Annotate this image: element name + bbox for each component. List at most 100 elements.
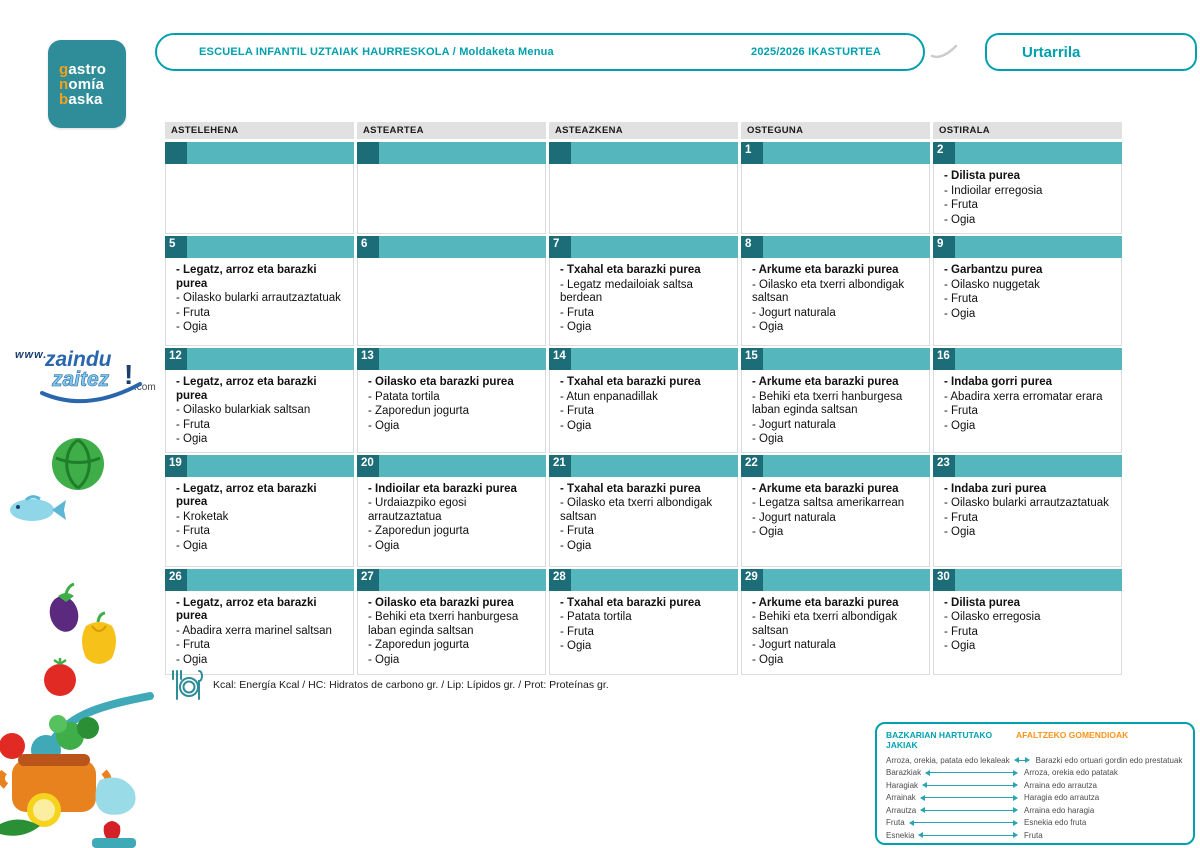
logo-line: nomía: [59, 75, 105, 93]
menu-cell: - Arkume eta barazki purea - Oilasko eta …: [741, 258, 930, 346]
menu-cell: - Legatz, arroz eta barazki purea - Abadi…: [165, 590, 354, 675]
date-number: 20: [357, 454, 379, 477]
menu-item: - Fruta: [176, 418, 210, 431]
menu-item: - Oilasko eta barazki purea: [368, 376, 514, 388]
date-number: [549, 142, 571, 164]
menu-item: - Oilasko eta txerri albondigak saltsan: [752, 278, 905, 305]
menu-item: - Arkume eta barazki purea: [752, 596, 899, 609]
menu-item: - Behiki eta txerri albondigak saltsan: [752, 611, 898, 637]
double-arrow-icon: [920, 807, 1018, 814]
menu-cell: - Legatz, arroz eta barazki purea - Oilas…: [165, 258, 354, 346]
menu-item: - Ogia: [944, 307, 976, 320]
date-number: 22: [741, 454, 763, 477]
month-banner: Urtarrila: [985, 33, 1197, 71]
menu-item: - Ogia: [176, 433, 208, 445]
menu-item: - Ogia: [560, 419, 592, 432]
double-arrow-icon: [919, 794, 1019, 801]
website-link[interactable]: www.gastronomiabaska.com: [886, 847, 1189, 848]
date-cell: 27: [357, 568, 546, 591]
date-cell: 22: [741, 454, 930, 477]
menu-item: - Legatz, arroz eta barazki purea: [176, 596, 317, 623]
menu-cell: [357, 258, 546, 346]
menu-item: - Legatza saltsa amerikarrean: [752, 497, 905, 509]
lunch-item: Fruta: [886, 818, 905, 828]
menu-item: - Ogia: [368, 653, 400, 666]
dinner-item: Arroza, orekia edo patatak: [1024, 768, 1118, 778]
menu-cell: - Arkume eta barazki purea - Legatza salt…: [741, 476, 930, 567]
dinner-item: Arraina edo arrautza: [1024, 780, 1097, 790]
date-cell: 14: [549, 348, 738, 370]
menu-item: - Arkume eta barazki purea: [752, 264, 899, 276]
menu-item: - Txahal eta barazki purea: [560, 482, 701, 495]
date-bar: 19 20 21 22 23: [165, 454, 1122, 477]
date-cell: 26: [165, 568, 354, 591]
menu-cell: - Txahal eta barazki purea - Legatz medai…: [549, 258, 738, 346]
menu-item: - Legatz medailoiak saltsa berdean: [560, 278, 693, 305]
weekday-header: OSTEGUNA: [741, 122, 930, 139]
menu-item: - Ogia: [944, 526, 976, 538]
date-number: [357, 142, 379, 164]
menu-item: - Fruta: [944, 405, 978, 417]
date-cell: 16: [933, 348, 1122, 370]
menu-item: - Ogia: [752, 433, 784, 445]
zaindu-word1-text: zaindu: [44, 348, 112, 371]
lunch-item: Barazkiak: [886, 768, 922, 778]
double-arrow-icon: [908, 819, 1019, 826]
date-number: 5: [165, 236, 187, 258]
lunch-item: Arroza, orekia, patata edo lekaleak: [886, 755, 1010, 765]
swoosh-decoration-icon: [930, 44, 958, 59]
menu-item: - Fruta: [176, 639, 210, 651]
date-cell: [357, 142, 546, 164]
dinner-item: Esnekia edo fruta: [1024, 818, 1087, 828]
menu-cell: - Indioilar eta barazki purea - Urdaiazpi…: [357, 476, 546, 567]
double-arrow-icon: [918, 832, 1018, 839]
menu-item: - Ogia: [368, 419, 400, 432]
menu-row: - Dilista purea - Indioilar erregosia - Fr…: [165, 164, 1122, 234]
menu-cell: - Arkume eta barazki purea - Behiki eta t…: [741, 590, 930, 675]
menu-item: - Fruta: [176, 525, 210, 537]
date-number: 2: [933, 142, 955, 164]
zaindu-zaitez-logo[interactable]: www. zaindu zaitez ! .com: [12, 338, 162, 416]
date-number: 23: [933, 454, 955, 477]
menu-item: - Oilasko eta txerri albondigak saltsan: [560, 497, 713, 523]
zaindu-bang-text: !: [124, 359, 133, 390]
recommendations-headers: BAZKARIAN HARTUTAKO JAKIAK AFALTZEKO GOM…: [886, 730, 1184, 750]
date-bar: 5 6 7 8 9: [165, 236, 1122, 258]
dinner-item: Haragia edo arrautza: [1024, 793, 1100, 803]
menu-item: - Patata tortila: [560, 611, 632, 623]
menu-item: - Indioilar erregosia: [944, 184, 1043, 197]
date-bar: 12 13 14 15 16: [165, 348, 1122, 370]
menu-row: - Legatz, arroz eta barazki purea - Abadi…: [165, 590, 1122, 675]
recommendation-row: Fruta Esnekia edo fruta: [886, 817, 1184, 830]
date-cell: 28: [549, 568, 738, 591]
menu-cell: - Oilasko eta barazki purea - Behiki eta …: [357, 590, 546, 675]
menu-item: - Indaba gorri purea: [944, 376, 1052, 388]
menu-item: - Ogia: [560, 539, 592, 552]
lunch-column-header: BAZKARIAN HARTUTAKO JAKIAK: [886, 730, 993, 750]
date-bar: 26 27 28 29 30: [165, 568, 1122, 591]
menu-cell: - Dilista purea - Indioilar erregosia - Fr…: [933, 164, 1122, 234]
recommendation-row: Arrautza Arraina edo haragia: [886, 804, 1184, 817]
menu-calendar: ASTELEHENA ASTEARTEA ASTEAZKENA OSTEGUNA…: [165, 122, 1122, 675]
date-cell: 23: [933, 454, 1122, 477]
weekday-header: ASTEARTEA: [357, 122, 546, 139]
date-cell: 20: [357, 454, 546, 477]
menu-item: - Txahal eta barazki purea: [560, 376, 701, 388]
nutrition-legend: Kcal: Energía Kcal / HC: Hidratos de car…: [168, 668, 609, 702]
menu-item: - Jogurt naturala: [752, 306, 836, 319]
fish-illustration-icon: [10, 495, 66, 521]
menu-item: - Ogia: [752, 653, 784, 666]
tomato-illustration-icon: [44, 658, 76, 696]
date-cell: 29: [741, 568, 930, 591]
menu-item: - Oilasko bularkiak saltsan: [176, 404, 311, 416]
menu-item: - Behiki eta txerri hanburgesa laban egi…: [368, 611, 519, 637]
date-number: 15: [741, 348, 763, 370]
date-cell: 5: [165, 236, 354, 258]
menu-cell: - Oilasko eta barazki purea - Patata tort…: [357, 370, 546, 453]
logo-line: gastro: [59, 60, 107, 78]
date-cell: 9: [933, 236, 1122, 258]
menu-item: - Indioilar eta barazki purea: [368, 482, 517, 495]
weekday-header: ASTELEHENA: [165, 122, 354, 139]
menu-cell: - Indaba gorri purea - Abadira xerra erro…: [933, 370, 1122, 453]
